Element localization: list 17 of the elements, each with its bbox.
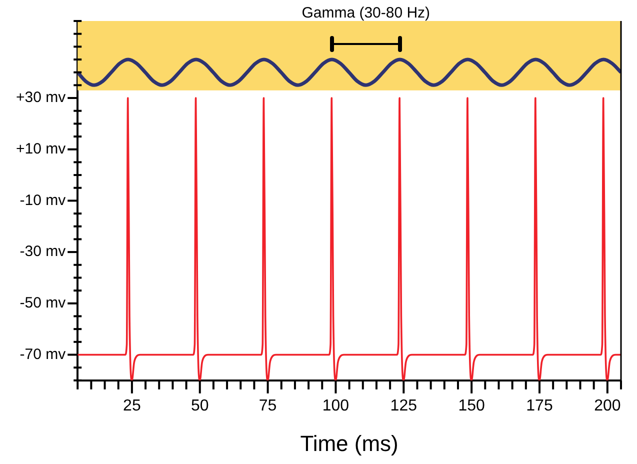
y-tick-label: +10 mv	[16, 140, 66, 158]
x-tick-label: 50	[190, 397, 209, 414]
x-tick-label: 175	[526, 397, 553, 414]
x-axis-title: Time (ms)	[300, 430, 398, 456]
x-tick-label: 75	[258, 397, 277, 414]
y-tick-label: +30 mv	[16, 89, 66, 106]
x-tick-label: 125	[390, 397, 418, 414]
y-tick-label: -70 mv	[20, 346, 66, 363]
line-series	[78, 58, 621, 87]
y-tick-label: -30 mv	[20, 243, 66, 260]
annotation: Gamma (30-80 Hz)	[302, 4, 430, 22]
y-tick-label: -50 mv	[20, 294, 66, 312]
x-tick-label: 25	[123, 397, 141, 414]
x-tick-label: 200	[594, 397, 621, 414]
x-tick-label: 150	[458, 397, 486, 414]
y-tick-label: -10 mv	[20, 192, 66, 209]
x-tick-label: 100	[322, 397, 350, 414]
